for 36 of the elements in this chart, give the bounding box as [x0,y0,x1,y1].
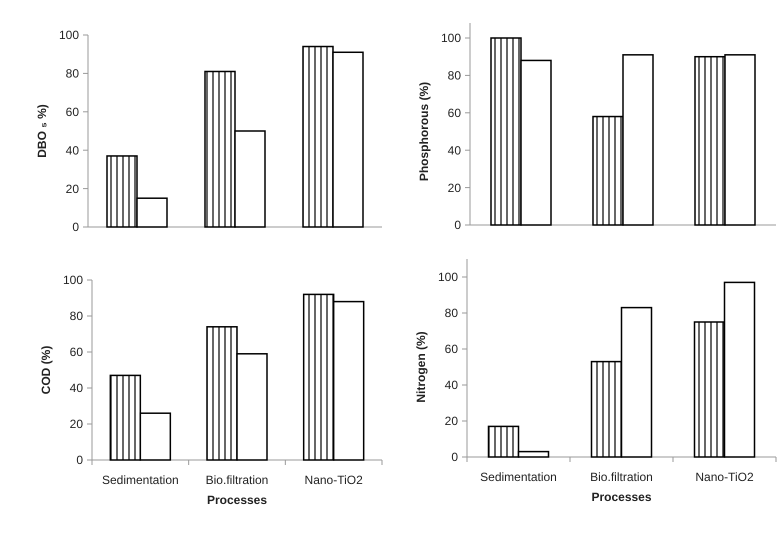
y-axis-title: Phosphorous (%) [417,82,431,182]
y-tick-label: 0 [454,218,462,232]
x-tick-label: Nano-TiO2 [304,473,364,487]
y-tick-label: 0 [72,220,80,234]
y-tick-label: 0 [451,450,458,464]
x-tick-label: Sedimentation [480,470,557,484]
y-tick-label: 60 [70,345,84,360]
y-tick-label: 40 [66,143,80,158]
y-tick-label: 100 [440,31,462,46]
y-tick-label: 40 [70,381,84,396]
y-tick-label: 40 [448,143,462,158]
y-tick-label: 60 [66,105,80,119]
y-tick-label: 80 [448,68,462,83]
y-axis-title: DBO ₅ %) [35,104,49,158]
y-tick-label: 20 [66,182,80,196]
y-tick-label: 100 [62,273,84,288]
y-tick-label: 20 [448,180,462,195]
y-tick-label: 80 [66,66,80,81]
y-axis-title: COD (%) [39,346,53,394]
y-tick-label: 100 [438,270,458,284]
x-tick-label: Nano-TiO2 [695,470,754,484]
y-tick-label: 60 [444,342,458,356]
y-tick-label: 20 [444,414,458,428]
x-tick-label: Bio.filtration [206,473,268,487]
x-tick-label: Sedimentation [102,473,179,487]
y-tick-label: 20 [70,417,84,432]
y-tick-label: 60 [448,106,462,120]
y-tick-label: 80 [70,309,84,324]
y-tick-label: 80 [444,306,458,320]
y-tick-label: 0 [76,453,84,468]
y-tick-label: 100 [58,28,80,42]
x-tick-label: Bio.filtration [590,470,653,484]
x-axis-title: Processes [206,493,268,507]
y-axis-title: Nitrogen (%) [414,331,428,403]
y-tick-label: 40 [444,378,458,392]
x-axis-title: Processes [591,490,652,504]
